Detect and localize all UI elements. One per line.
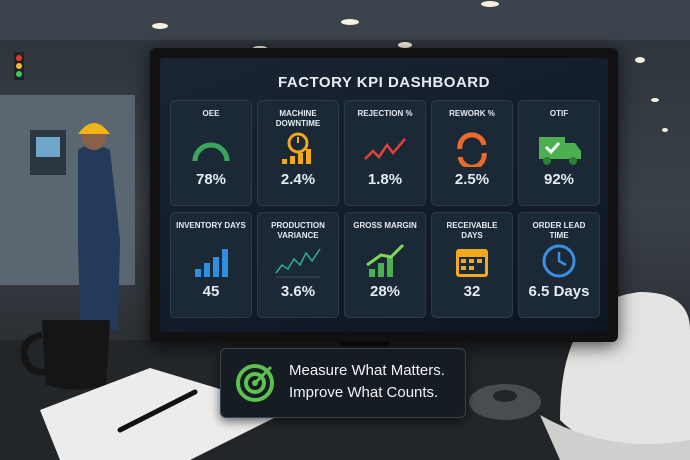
kpi-tile: RECEIVABLE DAYS 32 xyxy=(431,212,513,318)
kpi-tile: MACHINE DOWNTIME 2.4% xyxy=(257,100,339,206)
kpi-tile: OEE 78% xyxy=(170,100,252,206)
gear xyxy=(469,384,541,420)
kpi-label: OTIF xyxy=(549,109,569,118)
kpi-value: 28% xyxy=(369,283,401,300)
kpi-icon xyxy=(456,249,488,277)
light-red xyxy=(16,55,22,61)
kpi-value: 78% xyxy=(195,171,227,188)
sign: Measure What Matters. Improve What Count… xyxy=(220,348,466,418)
kpi-value: 2.5% xyxy=(454,171,490,188)
kpi-icon xyxy=(195,249,228,277)
kpi-value: 92% xyxy=(543,171,575,188)
machine-screen xyxy=(36,137,60,157)
kpi-value: 1.8% xyxy=(367,171,403,188)
notebook xyxy=(40,368,290,460)
kpi-icon xyxy=(366,243,405,277)
kpi-icon xyxy=(275,248,321,278)
kpi-tile: OTIF 92% xyxy=(518,100,600,206)
kpi-label: ORDER LEAD TIME xyxy=(532,221,586,240)
kpi-tile: PRODUCTION VARIANCE 3.6% xyxy=(257,212,339,318)
target-icon xyxy=(236,364,274,402)
kpi-value: 2.4% xyxy=(280,171,316,188)
kpi-tile: ORDER LEAD TIME 6.5 Days xyxy=(518,212,600,318)
kpi-label: PRODUCTION VARIANCE xyxy=(271,221,325,240)
kpi-value: 45 xyxy=(202,283,220,300)
kpi-label: GROSS MARGIN xyxy=(353,221,417,230)
kpi-value: 6.5 Days xyxy=(528,283,590,300)
light-yellow xyxy=(16,63,22,69)
dashboard-title: FACTORY KPI DASHBOARD xyxy=(278,74,490,91)
kpi-icon xyxy=(539,137,581,165)
kpi-value: 32 xyxy=(463,283,481,300)
kpi-icon xyxy=(282,132,311,164)
sign-line: Measure What Matters. xyxy=(289,362,445,379)
kpi-icon xyxy=(192,142,230,162)
kpi-icon xyxy=(457,132,487,167)
kpi-tile: GROSS MARGIN 28% xyxy=(344,212,426,318)
kpi-label: REJECTION % xyxy=(357,109,413,118)
kpi-tile: REJECTION % 1.8% xyxy=(344,100,426,206)
mug xyxy=(20,320,110,390)
kpi-label: REWORK % xyxy=(449,109,495,118)
sign-line: Improve What Counts. xyxy=(289,384,439,401)
worker xyxy=(78,123,120,330)
kpi-label: RECEIVABLE DAYS xyxy=(446,221,498,240)
kpi-tile: INVENTORY DAYS 45 xyxy=(170,212,252,318)
kpi-tile: REWORK % 2.5% xyxy=(431,100,513,206)
kpi-label: OEE xyxy=(202,109,220,118)
kpi-icon xyxy=(364,138,406,160)
kpi-label: MACHINE DOWNTIME xyxy=(275,109,321,128)
light-green xyxy=(16,71,22,77)
kpi-label: INVENTORY DAYS xyxy=(176,221,246,230)
kpi-value: 3.6% xyxy=(280,283,316,300)
kpi-icon xyxy=(542,244,576,278)
